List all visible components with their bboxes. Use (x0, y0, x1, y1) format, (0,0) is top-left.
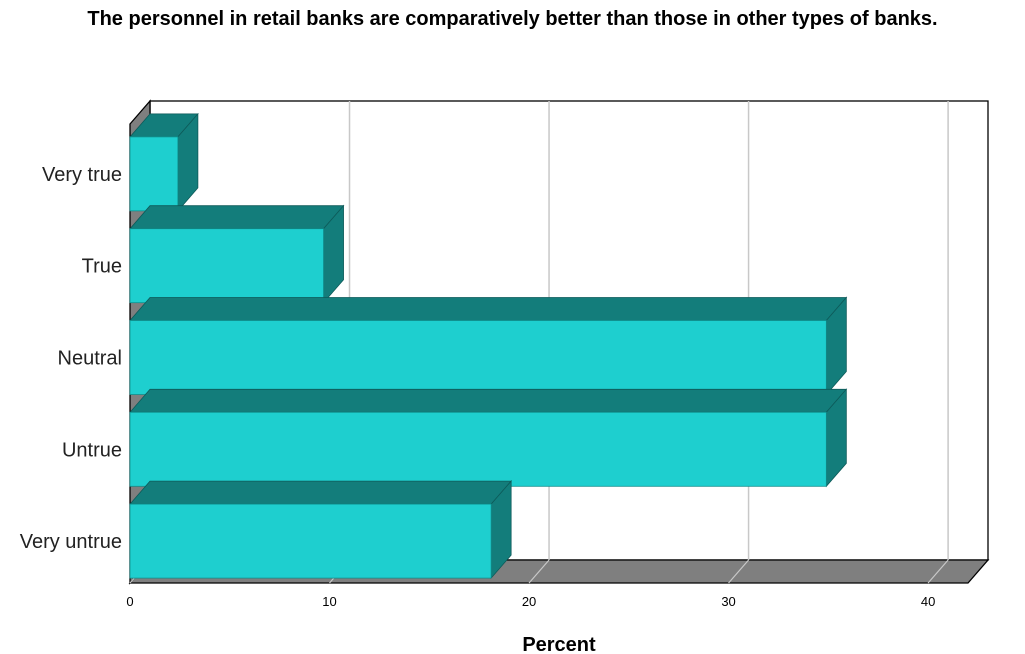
bar-front-face (129, 411, 827, 487)
floor-gridline (528, 559, 550, 584)
category-label: Neutral (58, 348, 122, 370)
x-axis-title: Percent (522, 634, 596, 654)
tick-label: 10 (322, 594, 336, 609)
bar-top-face (129, 205, 345, 230)
tick-label: 20 (522, 594, 536, 609)
tick-label: 40 (921, 594, 935, 609)
bar-front-face (129, 136, 179, 212)
category-label: Very true (42, 164, 122, 186)
category-label: Very untrue (20, 531, 122, 553)
bar (129, 204, 345, 304)
tick-label: 0 (126, 594, 133, 609)
category-label: True (82, 256, 122, 278)
bars-group (129, 112, 848, 580)
category-label: Untrue (62, 439, 122, 461)
floor-gridline (728, 559, 750, 584)
floor-gridline (927, 559, 949, 584)
bar-top-face (129, 480, 513, 505)
bar-front-face (129, 228, 324, 304)
bar (129, 480, 513, 580)
bar-front-face (129, 503, 492, 579)
bar-top-face (129, 388, 848, 413)
bar (129, 388, 848, 488)
bar (129, 296, 848, 396)
tick-label: 30 (721, 594, 735, 609)
bar-front-face (129, 320, 827, 395)
bar-top-face (129, 297, 848, 321)
chart-title: The personnel in retail banks are compar… (87, 8, 938, 30)
bar (129, 112, 199, 212)
labels-group: Very true True Neutral Untrue Very untrue 0 10… (20, 164, 936, 609)
